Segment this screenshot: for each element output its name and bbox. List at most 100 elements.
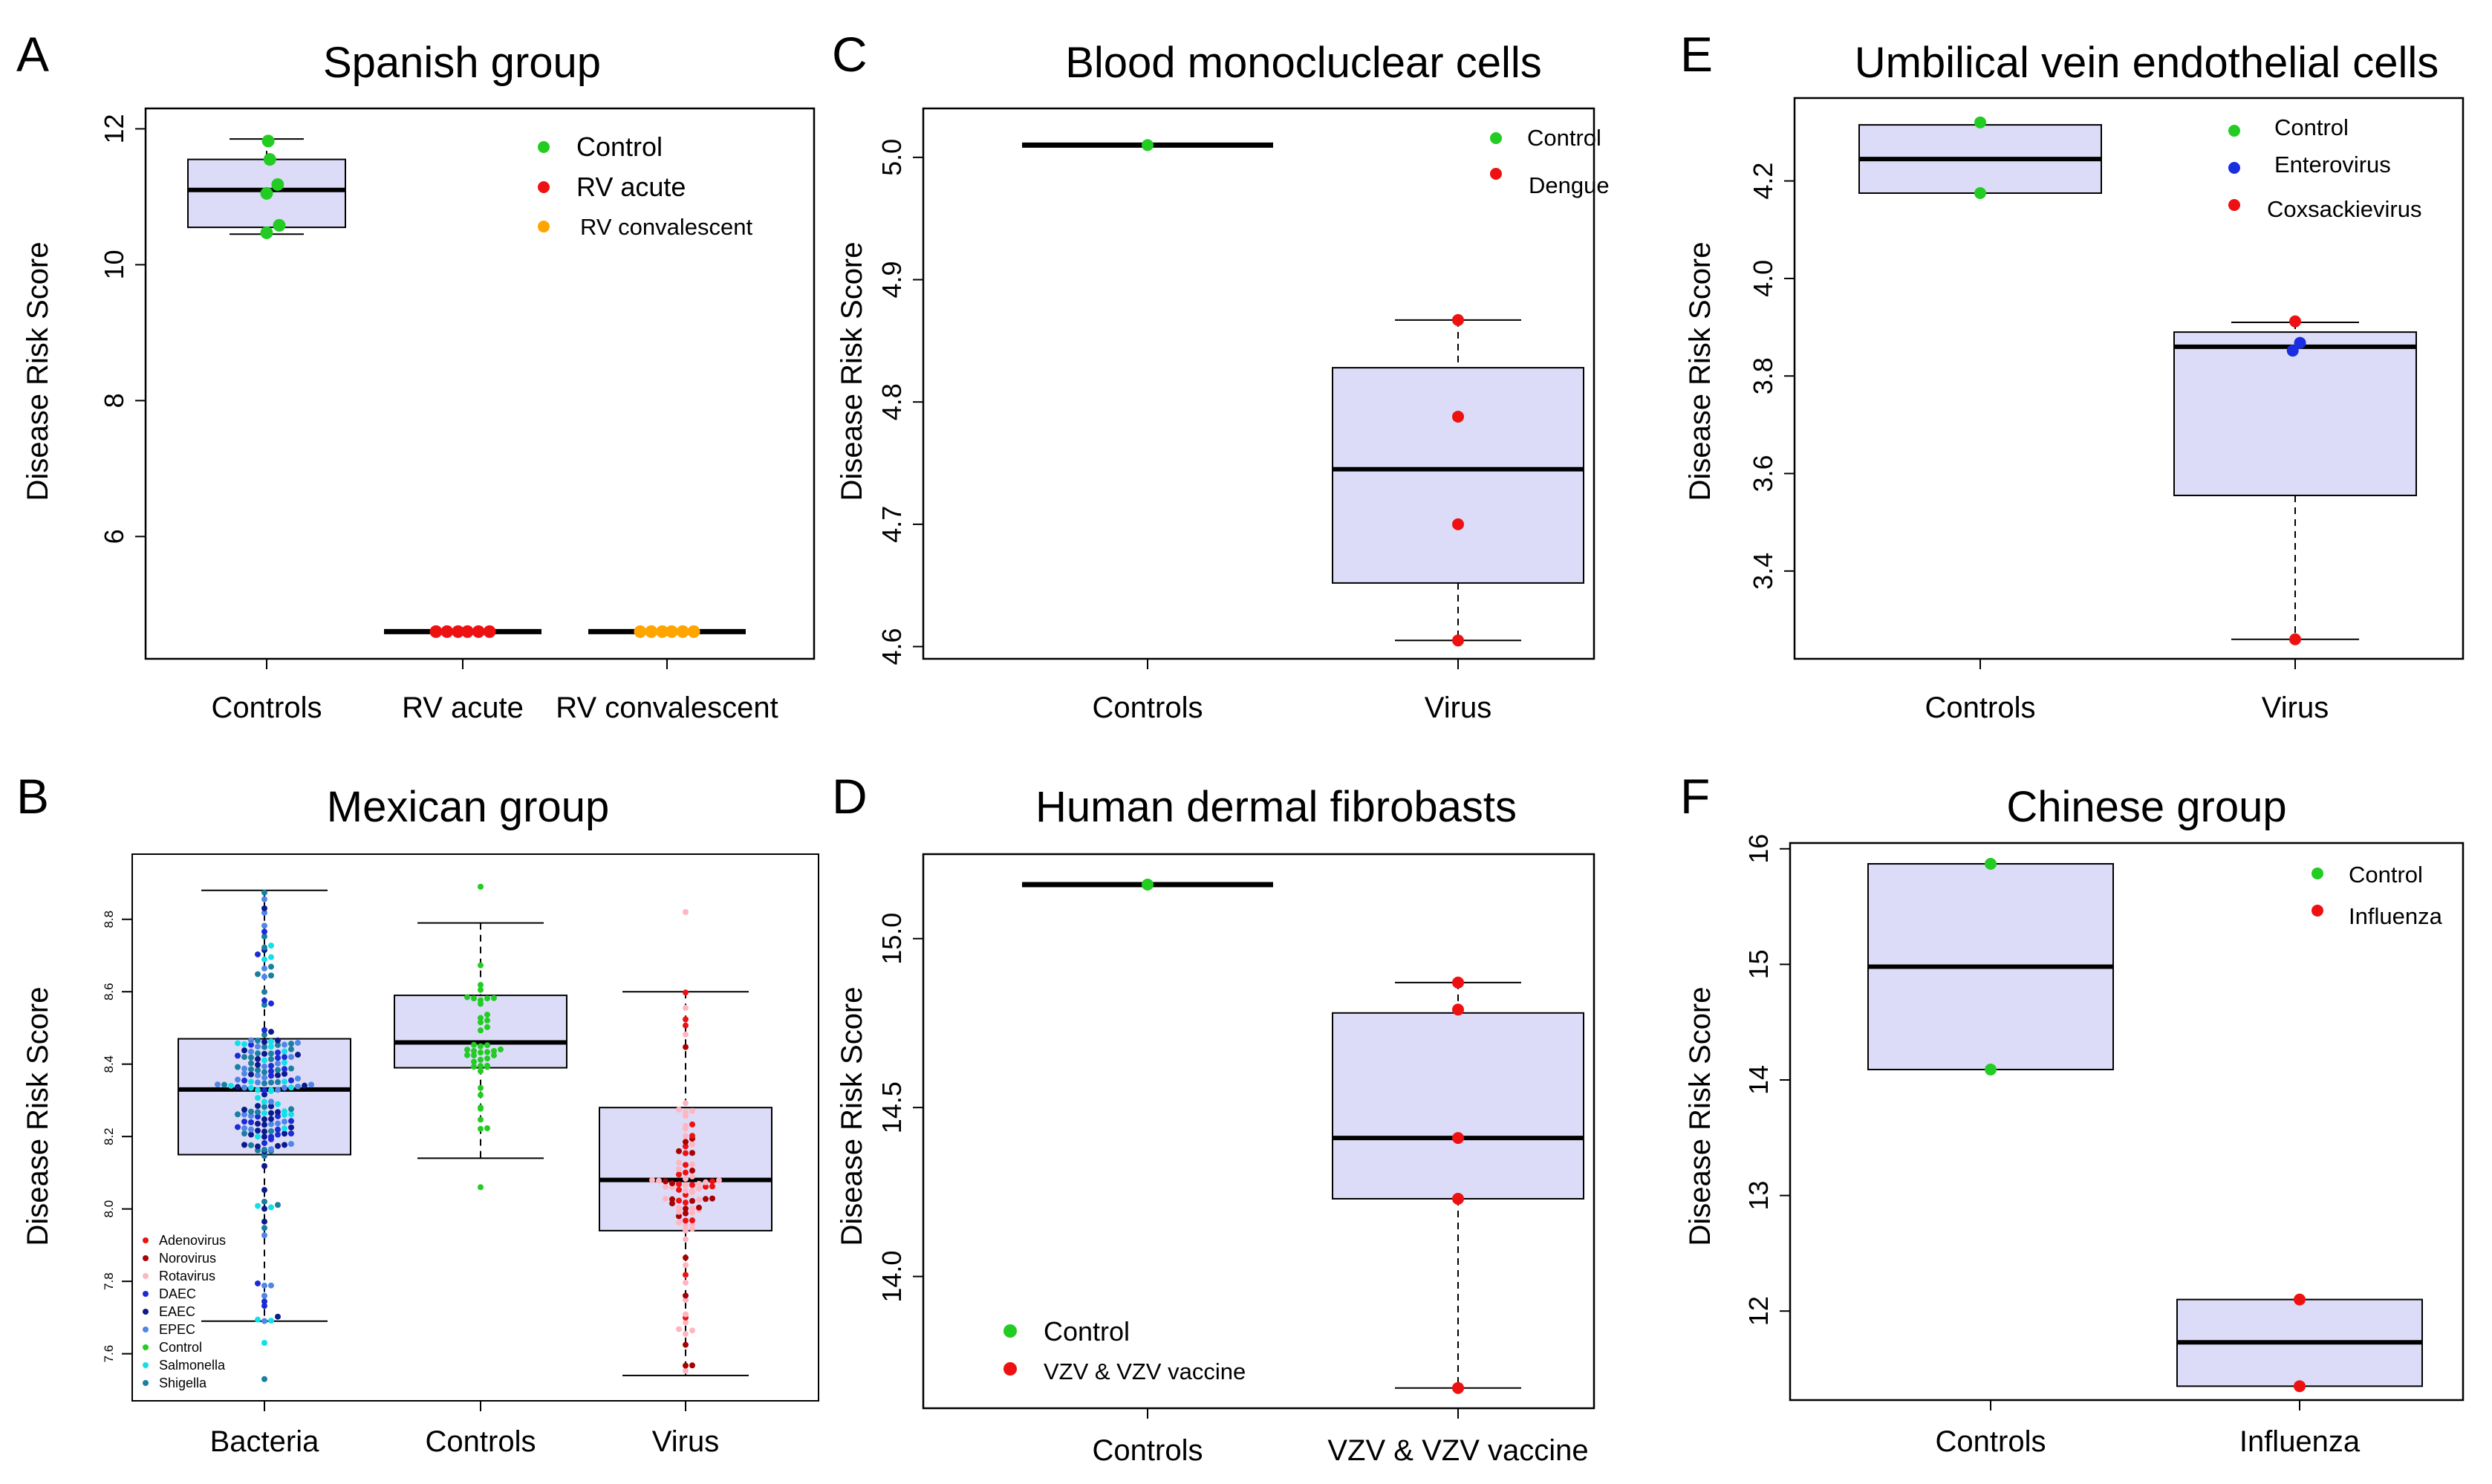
data-point bbox=[268, 1121, 274, 1127]
data-point bbox=[288, 1106, 294, 1113]
data-point bbox=[683, 1262, 689, 1269]
panel-label: B bbox=[16, 769, 49, 824]
data-point bbox=[261, 1376, 267, 1382]
data-point bbox=[1142, 139, 1154, 152]
x-tick-label: VZV & VZV vaccine bbox=[1327, 1434, 1588, 1467]
data-point bbox=[478, 1043, 484, 1049]
data-point bbox=[1452, 518, 1464, 530]
data-point bbox=[478, 1104, 484, 1111]
panel-label: A bbox=[16, 27, 49, 82]
legend-marker bbox=[2228, 162, 2240, 174]
panel-a: A Spanish group Disease Risk Score 6 8 10 1… bbox=[16, 27, 816, 724]
data-point bbox=[452, 625, 465, 638]
data-point bbox=[683, 1227, 689, 1234]
data-point bbox=[656, 1177, 662, 1184]
panel-label: F bbox=[1680, 769, 1710, 824]
data-point bbox=[464, 994, 470, 1000]
x-tick-label: Virus bbox=[652, 1425, 719, 1458]
data-point bbox=[235, 1084, 241, 1090]
legend-marker bbox=[1003, 1362, 1017, 1376]
y-tick-label: 16 bbox=[1743, 834, 1774, 864]
y-tick-label: 7.6 bbox=[102, 1345, 116, 1363]
data-point bbox=[288, 1077, 294, 1084]
legend-label-control: Control bbox=[576, 131, 663, 162]
data-point bbox=[268, 1099, 274, 1105]
legend-marker bbox=[143, 1327, 149, 1332]
y-tick-label: 4.8 bbox=[876, 383, 907, 420]
data-point bbox=[484, 1049, 490, 1055]
y-tick-label: 4.7 bbox=[876, 506, 907, 543]
data-point bbox=[689, 1121, 695, 1127]
data-point bbox=[676, 1166, 682, 1173]
data-point bbox=[255, 1316, 261, 1323]
data-point bbox=[275, 1113, 281, 1119]
data-point bbox=[275, 1055, 281, 1061]
data-point bbox=[261, 1110, 267, 1116]
data-point bbox=[709, 1183, 715, 1190]
y-tick-label: 13 bbox=[1743, 1181, 1774, 1211]
y-axis-label: Disease Risk Score bbox=[836, 986, 868, 1246]
data-point bbox=[282, 1119, 287, 1125]
data-point bbox=[261, 1205, 267, 1212]
data-point bbox=[261, 1187, 267, 1194]
data-point bbox=[261, 1128, 267, 1135]
data-point bbox=[261, 1074, 267, 1081]
panel-label: D bbox=[832, 769, 868, 824]
data-point bbox=[275, 1101, 281, 1107]
data-point bbox=[440, 625, 454, 638]
data-point bbox=[282, 1048, 287, 1055]
data-point bbox=[484, 1125, 490, 1132]
data-point bbox=[429, 625, 443, 638]
panel-b: B Mexican group Disease Risk Score 7.6 7.… bbox=[16, 769, 819, 1458]
data-point bbox=[471, 1052, 477, 1058]
data-point bbox=[689, 1168, 695, 1174]
data-point bbox=[248, 1037, 254, 1044]
legend-label-control: Control bbox=[2274, 114, 2349, 140]
data-point bbox=[261, 922, 267, 929]
y-tick-label: 14.0 bbox=[876, 1251, 907, 1303]
data-point bbox=[261, 1032, 267, 1038]
data-point bbox=[275, 1041, 281, 1048]
data-point bbox=[275, 1120, 281, 1127]
data-point bbox=[241, 1142, 247, 1148]
data-point bbox=[683, 1109, 689, 1116]
data-point bbox=[478, 1092, 484, 1099]
data-point bbox=[255, 971, 261, 977]
data-point bbox=[255, 1061, 261, 1068]
data-point bbox=[241, 1111, 247, 1118]
data-point bbox=[669, 1180, 675, 1187]
data-point bbox=[255, 1127, 261, 1134]
data-point bbox=[255, 1095, 261, 1101]
data-point bbox=[268, 1103, 274, 1110]
data-point bbox=[683, 989, 689, 996]
legend-label-vzv: VZV & VZV vaccine bbox=[1044, 1358, 1246, 1384]
legend: Adenovirus Norovirus Rotavirus DAEC EAEC… bbox=[143, 1233, 226, 1390]
data-point bbox=[483, 625, 496, 638]
data-point bbox=[248, 1084, 254, 1091]
panel-e: E Umbilical vein endothelial cells Disea… bbox=[1680, 27, 2465, 724]
data-point bbox=[461, 625, 474, 638]
data-point bbox=[478, 997, 484, 1003]
data-point bbox=[683, 1217, 689, 1224]
data-point bbox=[235, 1040, 241, 1047]
data-point bbox=[716, 1177, 722, 1184]
data-point bbox=[683, 1254, 689, 1261]
data-point bbox=[464, 1047, 470, 1053]
data-point bbox=[268, 1044, 274, 1050]
data-point bbox=[683, 1236, 689, 1243]
data-point bbox=[261, 1001, 267, 1008]
y-tick-label: 8 bbox=[99, 393, 129, 408]
data-point bbox=[478, 1184, 484, 1191]
data-point bbox=[268, 1038, 274, 1045]
data-point bbox=[241, 1106, 247, 1113]
panel-label: C bbox=[832, 27, 868, 82]
data-point bbox=[689, 1327, 695, 1334]
data-point bbox=[676, 1213, 682, 1220]
data-point bbox=[288, 1111, 294, 1118]
x-tick-label: Virus bbox=[2262, 691, 2329, 724]
data-point bbox=[491, 995, 497, 1001]
data-point bbox=[683, 1319, 689, 1326]
data-point bbox=[261, 965, 267, 972]
data-point bbox=[268, 1282, 274, 1289]
data-point bbox=[663, 1178, 668, 1185]
